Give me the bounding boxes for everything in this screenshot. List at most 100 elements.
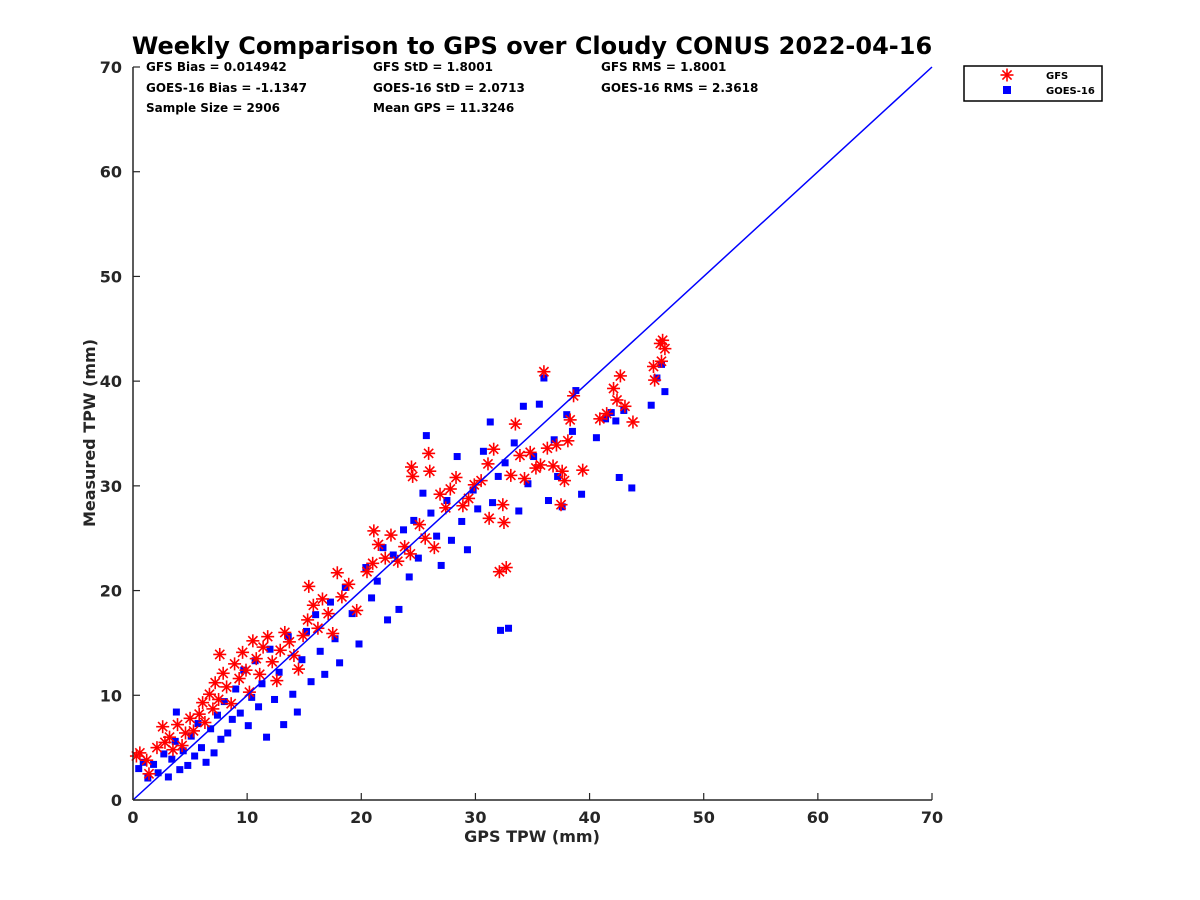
stat-annotation: GOES-16 StD = 2.0713 [373, 81, 525, 95]
gfs-point [557, 474, 571, 488]
goes16-point [213, 711, 221, 719]
gfs-point [646, 359, 660, 373]
goes16-point [368, 594, 376, 602]
gfs-point [311, 621, 325, 635]
goes16-point [494, 472, 502, 480]
gfs-point [418, 531, 432, 545]
y-tick-label: 40 [100, 372, 122, 391]
goes16-point [458, 517, 466, 525]
goes16-point [263, 733, 271, 741]
gfs-point [296, 629, 310, 643]
goes16-point [497, 626, 505, 634]
goes16-point [362, 564, 370, 572]
goes16-point [437, 561, 445, 569]
gfs-point [554, 498, 568, 512]
goes16-point [139, 758, 147, 766]
legend-gfs-marker [1000, 68, 1014, 82]
goes16-point [379, 544, 387, 552]
gfs-point [456, 499, 470, 513]
goes16-point [405, 573, 413, 581]
chart-title: Weekly Comparison to GPS over Cloudy CON… [132, 32, 932, 60]
goes16-point [289, 690, 297, 698]
gfs-point [482, 511, 496, 525]
gfs-point [246, 634, 260, 648]
goes16-point [479, 447, 487, 455]
goes16-point [271, 695, 279, 703]
gfs-point [496, 498, 510, 512]
goes16-point [550, 436, 558, 444]
x-tick-label: 10 [236, 808, 258, 827]
goes16-point [179, 747, 187, 755]
goes16-point [197, 744, 205, 752]
gfs-point [282, 635, 296, 649]
goes16-point [217, 735, 225, 743]
gfs-point [261, 630, 275, 644]
goes16-point [592, 434, 600, 442]
stat-annotation: Sample Size = 2906 [146, 101, 280, 115]
goes16-point [236, 709, 244, 717]
gfs-point [513, 448, 527, 462]
gfs-point [208, 676, 222, 690]
gfs-point [462, 491, 476, 505]
gfs-point [156, 720, 170, 734]
goes16-point [176, 766, 184, 774]
gfs-point [561, 434, 575, 448]
gfs-point [270, 674, 284, 688]
gfs-point [403, 547, 417, 561]
goes16-point [220, 698, 228, 706]
goes16-point [228, 715, 236, 723]
goes16-point [316, 647, 324, 655]
gfs-point [406, 469, 420, 483]
gfs-point [618, 399, 632, 413]
goes16-point [232, 685, 240, 693]
goes16-point [293, 708, 301, 716]
goes16-point [620, 406, 628, 414]
legend-gfs-asterisk [1000, 68, 1014, 82]
gfs-point [253, 667, 267, 681]
goes16-point [535, 400, 543, 408]
goes16-point [554, 472, 562, 480]
goes16-point [572, 387, 580, 395]
y-axis-label: Measured TPW (mm) [80, 339, 99, 527]
gfs-point [537, 365, 551, 379]
gfs-point [384, 528, 398, 542]
goes16-point [422, 432, 430, 440]
gfs-point [202, 687, 216, 701]
x-ticks: 0 10 20 30 40 50 60 70 [127, 793, 943, 827]
y-tick-label: 20 [100, 582, 122, 601]
x-tick-label: 20 [350, 808, 372, 827]
gfs-point [326, 627, 340, 641]
goes16-point [210, 749, 218, 757]
stat-annotation: GOES-16 RMS = 2.3618 [601, 81, 758, 95]
goes16-point [194, 720, 202, 728]
goes16-point [187, 732, 195, 740]
goes16-point [544, 497, 552, 505]
gfs-point [492, 565, 506, 579]
gfs-point [600, 407, 614, 421]
gfs-point [422, 446, 436, 460]
goes16-point [474, 505, 482, 513]
gfs-point [342, 577, 356, 591]
legend-gfs-label: GFS [1046, 71, 1068, 82]
gfs-point [273, 643, 287, 657]
gfs-point [206, 702, 220, 716]
goes16-point [184, 761, 192, 769]
gfs-point [555, 464, 569, 478]
goes16-point [275, 668, 283, 676]
gfs-point [171, 718, 185, 732]
goes16-point [336, 659, 344, 667]
gfs-point [150, 741, 164, 755]
gfs-point [186, 724, 200, 738]
gfs-point [213, 647, 227, 661]
y-ticks: 0 10 20 30 40 50 60 70 [100, 58, 140, 810]
gfs-point [648, 373, 662, 387]
gfs-point [228, 657, 242, 671]
y-tick-label: 30 [100, 477, 122, 496]
gfs-point [350, 603, 364, 617]
goes16-point [647, 401, 655, 409]
goes16-point [266, 645, 274, 653]
gfs-point [405, 460, 419, 474]
goes16-series [135, 360, 669, 782]
y-tick-label: 0 [111, 791, 122, 810]
gfs-point [287, 648, 301, 662]
